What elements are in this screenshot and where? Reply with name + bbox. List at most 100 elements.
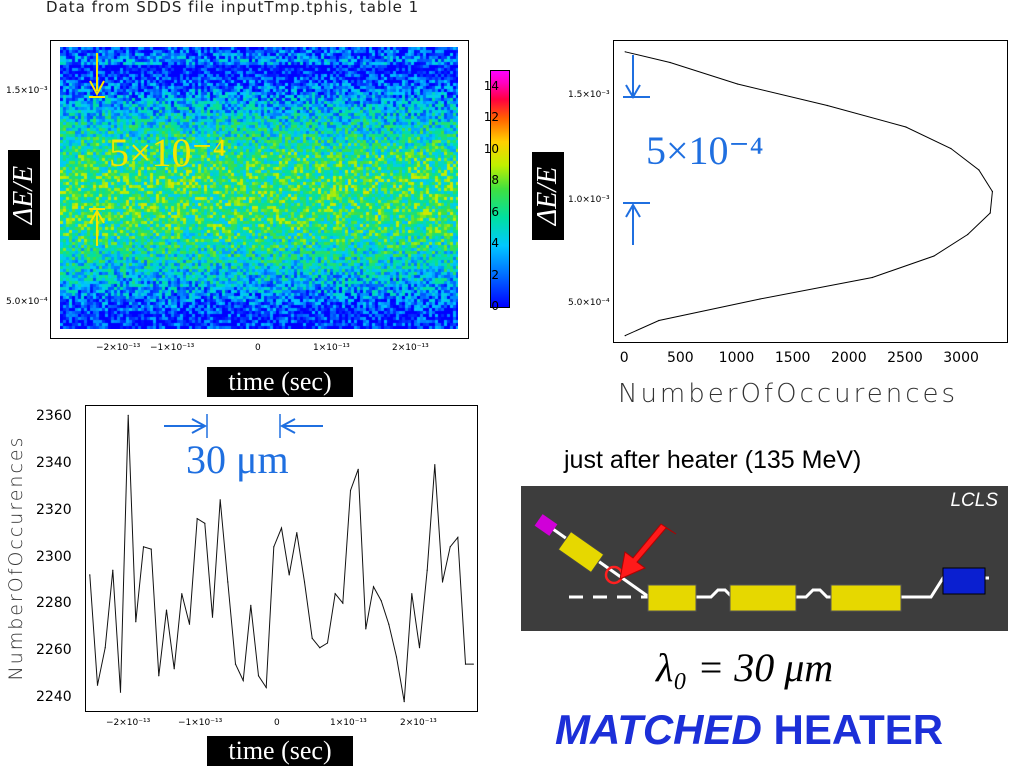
heatmap-annotation: 5×10⁻⁴ (109, 130, 227, 175)
histogram-point (967, 233, 969, 236)
lineplot-point (288, 574, 290, 576)
histogram-ylabel-text: ΔE/E (532, 166, 563, 226)
lineplot-ytick: 2300 (36, 548, 72, 565)
lineplot-point (395, 656, 398, 658)
blue-arrow-right-icon (164, 418, 208, 434)
lineplot-point (464, 663, 467, 665)
histogram-annotation: 5×10⁻⁴ (646, 128, 764, 173)
heatmap-ytick: 1.5×10⁻³ (6, 86, 48, 96)
histogram-xtick: 1500 (774, 350, 811, 366)
heatmap-xtick: −2×10⁻¹³ (96, 343, 141, 353)
histogram-ytick: 1.0×10⁻³ (568, 195, 610, 205)
histogram-point (871, 276, 873, 279)
formula: λ₀ = 30 μm (656, 645, 834, 690)
heatmap-xtick: 0 (255, 343, 261, 353)
blue-arrow-left-icon (279, 418, 323, 434)
colorbar-tick-label: 10 (483, 141, 499, 156)
heatmap-ylabel: ΔE/E (8, 150, 40, 240)
colorbar-tick-label: 2 (491, 267, 499, 282)
histogram-point (826, 104, 828, 107)
colorbar (490, 70, 510, 308)
lineplot-point (349, 489, 352, 492)
lineplot-point (365, 628, 367, 630)
histogram-point (978, 169, 980, 171)
lineplot-point (211, 616, 214, 618)
lineplot-plot-frame: 30 μm (85, 405, 478, 712)
heatmap-xtick: 1×10⁻¹³ (313, 343, 350, 353)
colorbar-tick-label: 14 (483, 78, 499, 93)
heatmap-ytick: 5.0×10⁻⁴ (6, 297, 48, 307)
heatmap-xlabel: time (sec) (207, 367, 353, 397)
histogram-point (905, 126, 907, 128)
histogram-point (933, 255, 935, 257)
lineplot-point (142, 546, 145, 548)
histogram-ytick: 5.0×10⁻⁴ (568, 298, 610, 308)
heatmap-xtick: 2×10⁻¹³ (392, 343, 429, 353)
diagram-tag: LCLS (950, 490, 998, 511)
lineplot-point (227, 581, 229, 583)
histogram-point (950, 147, 952, 150)
histogram-series-line (624, 51, 993, 337)
lineplot-xtick: 2×10⁻¹³ (400, 718, 437, 728)
lineplot-point (457, 536, 459, 538)
histogram-ylabel: ΔE/E (532, 152, 564, 240)
yellow-arrow-up-icon (89, 209, 105, 246)
lineplot-point (426, 569, 428, 571)
lineplot-point (234, 663, 237, 665)
lineplot-point (250, 604, 252, 606)
lineplot-xtick: −1×10⁻¹³ (178, 718, 223, 728)
magnet-3 (830, 584, 902, 612)
lineplot-point (472, 663, 474, 665)
histogram-point (669, 61, 671, 64)
headline: MATCHED HEATER (555, 706, 943, 754)
lineplot-xtick: −2×10⁻¹³ (106, 718, 151, 728)
lineplot-point (280, 527, 283, 529)
heatmap-canvas (60, 47, 458, 329)
lineplot-ytick: 2240 (36, 689, 72, 706)
histogram-svg (623, 51, 993, 337)
colorbar-tick-label: 6 (491, 204, 499, 219)
lineplot-point (242, 679, 244, 682)
lineplot-point (204, 522, 206, 524)
lineplot-annotation: 30 μm (186, 437, 289, 482)
lineplot-point (326, 642, 329, 644)
histogram-point (759, 298, 761, 300)
lineplot-ytick: 2360 (36, 407, 72, 424)
headline-bold: HEATER (773, 706, 944, 753)
lineplot-point (388, 623, 390, 625)
lineplot-point (219, 499, 221, 501)
blue-arrow-up-icon (625, 203, 641, 245)
heatmap-xtick: −1×10⁻¹³ (150, 343, 195, 353)
lineplot-point (119, 691, 122, 693)
histogram-xtick: 0 (619, 350, 629, 366)
lineplot-point (127, 414, 129, 416)
lineplot-point (265, 686, 267, 689)
lineplot-point (303, 581, 306, 583)
histogram-ytick: 1.5×10⁻³ (568, 90, 610, 100)
lineplot-point (449, 546, 451, 548)
lineplot-point (334, 593, 336, 595)
lineplot-svg (89, 414, 474, 703)
histogram-xtick: 1000 (718, 350, 755, 366)
histogram-point (736, 83, 739, 85)
blue-arrow-down-icon (625, 55, 641, 99)
lineplot-point (89, 574, 91, 576)
headline-italic: MATCHED (555, 706, 762, 753)
heatmap-ylabel-text: ΔE/E (8, 165, 39, 225)
lineplot-point (150, 548, 152, 550)
lineplot-ylabel-wrap: NumberOfOccurences (4, 410, 28, 705)
lineplot-point (188, 623, 191, 625)
histogram-xtick: 500 (666, 350, 694, 366)
histogram-plot-frame: 5×10⁻⁴ (613, 40, 1008, 343)
red-arrow-icon (619, 523, 677, 580)
beamline-diagram: LCLS (521, 486, 1008, 631)
histogram-point (989, 212, 991, 214)
heatmap-plot-frame: 5×10⁻⁴ (50, 40, 469, 339)
histogram-xlabel: NumberOfOccurences (618, 379, 959, 409)
histogram-xtick: 2000 (830, 350, 867, 366)
lineplot-point (380, 600, 382, 602)
yellow-arrow-down-icon (89, 53, 105, 97)
lineplot-point (158, 675, 160, 677)
lineplot-ytick: 2340 (36, 454, 72, 471)
histogram-point (624, 335, 626, 337)
